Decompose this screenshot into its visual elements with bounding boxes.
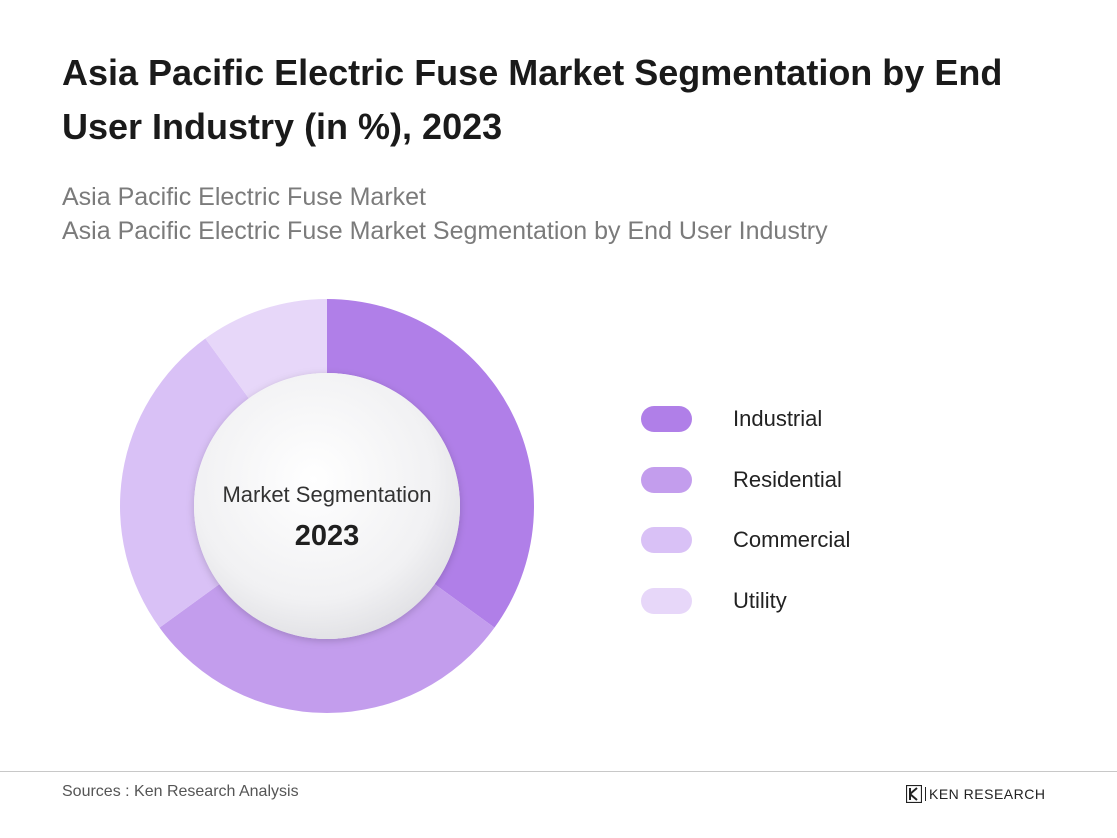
legend-label: Industrial [733, 406, 823, 432]
legend: Industrial Residential Commercial Utilit… [641, 389, 850, 631]
legend-item-residential: Residential [641, 450, 850, 511]
legend-swatch [641, 527, 692, 554]
legend-label: Commercial [733, 527, 851, 553]
brand-name: KEN RESEARCH [925, 787, 1045, 801]
legend-item-utility: Utility [641, 571, 850, 632]
ken-research-logo: KEN RESEARCH [906, 785, 1045, 803]
center-label: Market Segmentation [222, 482, 431, 507]
source-note: Sources : Ken Research Analysis [62, 783, 299, 800]
slice-commercial [119, 338, 249, 628]
donut-slices [119, 298, 534, 714]
ken-research-logo-icon [906, 785, 922, 803]
footer-divider [0, 771, 1117, 772]
slice-residential [159, 584, 495, 714]
legend-label: Utility [733, 587, 787, 613]
slice-industrial [327, 299, 534, 628]
subtitle: Asia Pacific Electric Fuse Market Asia P… [62, 180, 828, 248]
legend-swatch [641, 406, 692, 433]
subtitle-line-1: Asia Pacific Electric Fuse Market [62, 183, 426, 211]
legend-item-commercial: Commercial [641, 510, 850, 571]
donut-center [194, 373, 460, 639]
legend-item-industrial: Industrial [641, 389, 850, 450]
subtitle-line-2: Asia Pacific Electric Fuse Market Segmen… [62, 217, 828, 245]
legend-label: Residential [733, 466, 842, 492]
slice-utility [205, 298, 327, 399]
legend-swatch [641, 466, 692, 493]
center-year: 2023 [295, 520, 360, 552]
legend-swatch [641, 587, 692, 614]
chart-title: Asia Pacific Electric Fuse Market Segmen… [62, 52, 1003, 147]
